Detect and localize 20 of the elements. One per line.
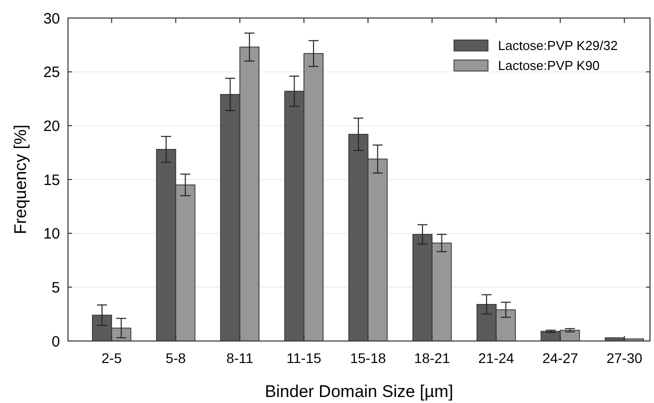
- y-tick-label: 15: [43, 172, 60, 189]
- x-tick-label: 27-30: [606, 350, 642, 366]
- legend-label: Lactose:PVP K29/32: [498, 38, 618, 53]
- x-axis-title: Binder Domain Size [µm]: [264, 382, 454, 401]
- x-tick-label: 18-21: [414, 350, 450, 366]
- x-tick-label: 8-11: [226, 350, 254, 366]
- y-tick-label: 10: [43, 226, 60, 243]
- x-tick-label: 21-24: [478, 350, 514, 366]
- x-tick-label: 15-18: [350, 350, 386, 366]
- y-tick-label: 0: [52, 333, 60, 350]
- x-tick-label: 24-27: [542, 350, 578, 366]
- x-tick-label: 2-5: [102, 350, 122, 366]
- y-tick-label: 5: [52, 279, 60, 296]
- legend-label: Lactose:PVP K90: [498, 58, 600, 73]
- x-tick-label: 5-8: [166, 350, 186, 366]
- y-tick-label: 25: [43, 64, 60, 82]
- x-tick-label: 11-15: [286, 350, 322, 366]
- y-tick-label: 30: [43, 10, 60, 28]
- y-axis-title: Frequency [%]: [11, 124, 30, 234]
- y-tick-label: 20: [43, 118, 60, 135]
